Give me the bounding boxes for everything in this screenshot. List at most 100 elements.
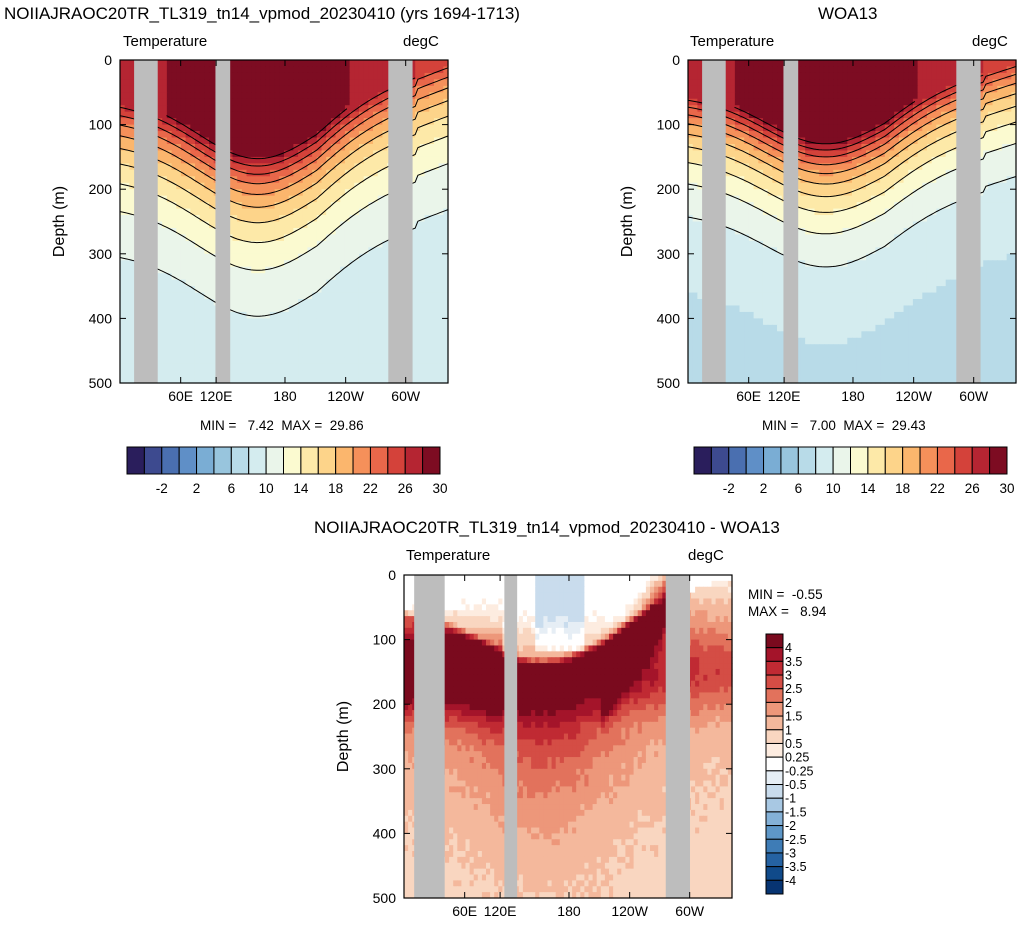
- field-cell: [302, 299, 309, 307]
- field-cell: [307, 234, 313, 242]
- field-cell: [124, 247, 130, 255]
- field-cell: [429, 189, 435, 197]
- field-cell: [1001, 60, 1008, 68]
- field-cell: [429, 66, 435, 74]
- field-cell: [298, 318, 304, 326]
- field-cell: [241, 292, 248, 300]
- field-cell: [410, 182, 416, 190]
- field-cell: [269, 240, 276, 248]
- field-cell: [866, 111, 872, 119]
- field-cell: [246, 363, 252, 371]
- field-cell: [166, 150, 173, 158]
- field-cell: [340, 376, 346, 384]
- field-cell: [349, 370, 355, 378]
- field-cell: [443, 66, 449, 74]
- field-cell: [410, 363, 416, 371]
- field-cell: [382, 337, 388, 345]
- field-cell: [433, 260, 440, 268]
- field-cell: [433, 163, 440, 171]
- field-cell: [120, 163, 126, 171]
- field-cell: [837, 163, 844, 171]
- field-cell: [819, 111, 825, 119]
- field-cell: [246, 131, 252, 139]
- field-cell: [298, 182, 304, 190]
- field-cell: [382, 253, 388, 261]
- field-cell: [987, 66, 994, 74]
- field-cell: [204, 337, 210, 345]
- field-cell: [312, 227, 318, 236]
- field-cell: [251, 85, 257, 93]
- field-cell: [279, 137, 285, 145]
- field-cell: [199, 182, 205, 190]
- field-cell: [176, 318, 182, 326]
- field-cell: [335, 124, 341, 132]
- field-cell: [950, 124, 956, 132]
- field-cell: [762, 137, 769, 145]
- field-cell: [265, 266, 271, 274]
- field-cell: [232, 156, 238, 164]
- field-cell: [166, 286, 173, 294]
- field-cell: [241, 111, 248, 119]
- field-cell: [433, 105, 440, 113]
- field-cell: [124, 350, 130, 358]
- field-cell: [241, 266, 248, 274]
- field-cell: [758, 85, 764, 93]
- field-cell: [227, 370, 234, 378]
- field-cell: [209, 60, 215, 68]
- field-cell: [354, 137, 360, 145]
- field-cell: [330, 253, 337, 261]
- field-cell: [316, 247, 323, 255]
- field-cell: [185, 370, 191, 378]
- field-cell: [358, 60, 365, 68]
- field-cell: [429, 176, 435, 184]
- field-cell: [302, 182, 309, 190]
- field-cell: [438, 118, 444, 126]
- field-cell: [762, 66, 769, 74]
- field-cell: [363, 131, 369, 139]
- field-cell: [166, 260, 173, 268]
- field-cell: [194, 143, 201, 152]
- field-cell: [176, 79, 182, 87]
- field-cell: [819, 66, 825, 74]
- field-cell: [288, 247, 294, 255]
- field-cell: [157, 189, 163, 197]
- field-cell: [828, 105, 834, 113]
- field-cell: [246, 324, 252, 332]
- field-cell: [302, 234, 309, 242]
- field-cell: [279, 72, 285, 80]
- field-cell: [354, 111, 360, 119]
- field-cell: [129, 215, 135, 223]
- field-cell: [251, 215, 257, 223]
- field-cell: [377, 182, 383, 190]
- field-cell: [321, 337, 327, 345]
- field-cell: [767, 131, 773, 139]
- field-cell: [443, 163, 449, 171]
- field-cell: [129, 350, 135, 358]
- field-cell: [298, 247, 304, 255]
- field-cell: [321, 195, 327, 203]
- field-cell: [279, 292, 285, 300]
- panel1-plot: [119, 60, 449, 384]
- field-cell: [265, 247, 271, 255]
- field-cell: [232, 195, 238, 203]
- field-cell: [415, 279, 421, 287]
- field-cell: [176, 331, 182, 339]
- field-cell: [209, 85, 215, 93]
- field-cell: [805, 169, 811, 177]
- field-cell: [321, 156, 327, 164]
- field-cell: [354, 85, 360, 93]
- field-cell: [274, 266, 280, 274]
- field-cell: [180, 98, 187, 106]
- field-cell: [856, 182, 862, 190]
- field-cell: [237, 350, 243, 358]
- field-cell: [260, 324, 266, 332]
- field-cell: [274, 292, 280, 300]
- field-cell: [898, 124, 905, 132]
- field-cell: [1001, 131, 1008, 139]
- field-cell: [316, 234, 323, 242]
- field-cell: [265, 208, 271, 216]
- field-cell: [312, 376, 318, 384]
- field-cell: [809, 98, 816, 106]
- field-cell: [312, 253, 318, 261]
- field-cell: [429, 111, 435, 119]
